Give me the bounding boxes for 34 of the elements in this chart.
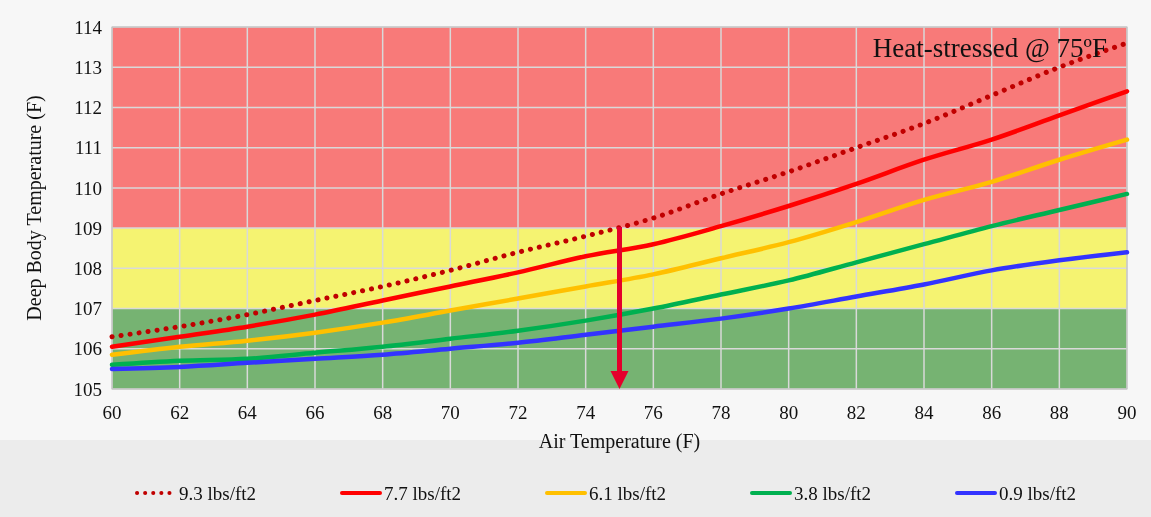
x-tick-label: 78 (711, 402, 731, 423)
x-tick-label: 68 (373, 402, 393, 423)
y-tick-label: 110 (74, 177, 102, 199)
y-tick-label: 106 (73, 338, 102, 360)
y-tick-label: 108 (73, 257, 102, 279)
annotation: Heat-stressed @ 75ºF (872, 33, 1107, 63)
x-tick-label: 70 (440, 402, 460, 423)
legend-label: 7.7 lbs/ft2 (384, 482, 462, 504)
x-tick-label: 80 (779, 402, 799, 423)
x-tick-label: 74 (576, 402, 596, 423)
x-tick-label: 62 (170, 402, 190, 423)
x-tick-label: 60 (102, 402, 122, 423)
y-tick-label: 113 (74, 56, 102, 78)
y-tick-label: 111 (74, 137, 102, 159)
y-tick-label: 105 (73, 378, 102, 400)
x-tick-label: 66 (305, 402, 325, 423)
x-tick-label: 88 (1049, 402, 1069, 423)
x-tick-label: 90 (1117, 402, 1137, 423)
legend-label: 0.9 lbs/ft2 (999, 482, 1077, 504)
legend-label: 9.3 lbs/ft2 (179, 482, 257, 504)
x-tick-label: 84 (914, 402, 934, 423)
x-axis-title: Air Temperature (F) (538, 430, 701, 453)
y-tick-label: 112 (74, 97, 102, 119)
legend-label: 6.1 lbs/ft2 (589, 482, 667, 504)
y-tick-label: 109 (73, 217, 102, 239)
x-tick-label: 82 (846, 402, 866, 423)
y-axis-title: Deep Body Temperature (F) (23, 95, 46, 321)
x-tick-label: 86 (982, 402, 1002, 423)
x-tick-label: 72 (508, 402, 528, 423)
legend-label: 3.8 lbs/ft2 (794, 482, 872, 504)
y-tick-label: 114 (74, 16, 103, 38)
x-tick-label: 64 (237, 402, 258, 423)
y-tick-label: 107 (73, 298, 102, 320)
x-tick-label: 76 (643, 402, 663, 423)
